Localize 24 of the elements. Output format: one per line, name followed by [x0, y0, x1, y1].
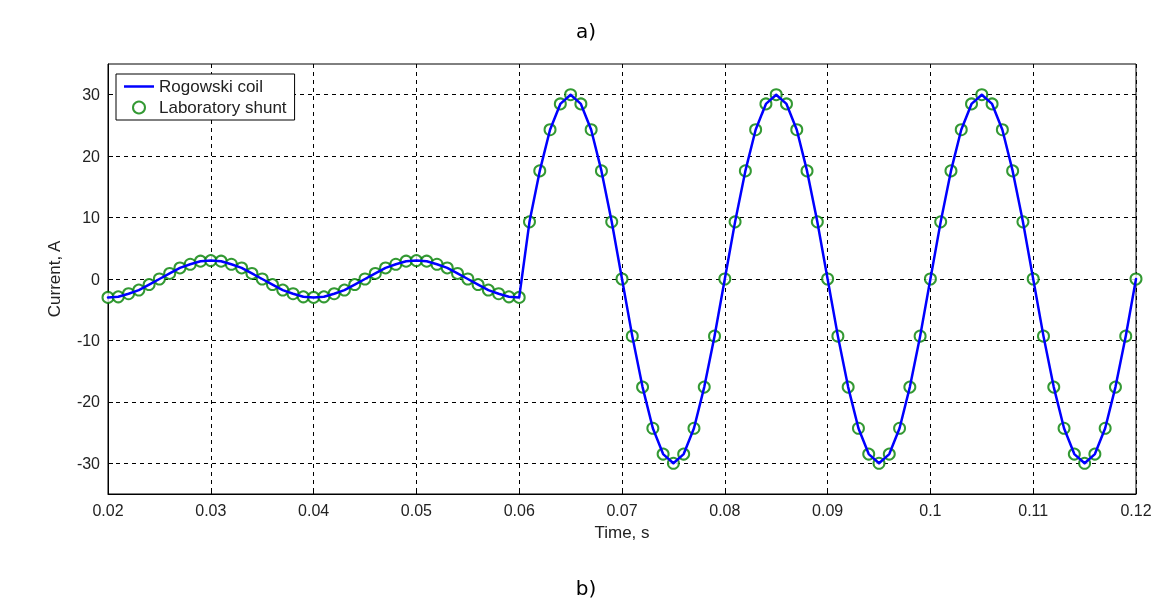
x-tick-label: 0.11	[1018, 501, 1049, 519]
y-tick-label: 10	[82, 209, 101, 227]
y-tick-label: 0	[91, 270, 101, 288]
y-axis-title: Current, A	[45, 240, 64, 318]
x-tick-label: 0.07	[606, 501, 638, 519]
x-tick-label: 0.05	[400, 501, 433, 519]
text: b)	[575, 576, 597, 600]
y-tick-label: 30	[82, 86, 101, 104]
legend-label: Rogowski coil	[159, 77, 263, 96]
x-axis-title: Time, s	[594, 523, 650, 542]
x-tick-label: 0.04	[298, 501, 330, 519]
x-tick-label: 0.06	[503, 501, 535, 519]
chart-title: a)	[575, 19, 597, 43]
x-tick-label: 0.09	[812, 501, 844, 519]
y-tick-label: -30	[76, 454, 101, 472]
x-tick-label: 0.08	[709, 501, 741, 519]
y-tick-label: -10	[76, 331, 101, 349]
x-tick-label: 0.02	[92, 501, 124, 519]
x-tick-label: 0.12	[1120, 501, 1152, 519]
x-tick-label: 0.1	[919, 501, 942, 519]
legend-label: Laboratory shunt	[159, 98, 287, 117]
y-tick-label: 20	[82, 147, 101, 165]
y-tick-label: -20	[76, 393, 101, 411]
x-tick-label: 0.03	[195, 501, 227, 519]
